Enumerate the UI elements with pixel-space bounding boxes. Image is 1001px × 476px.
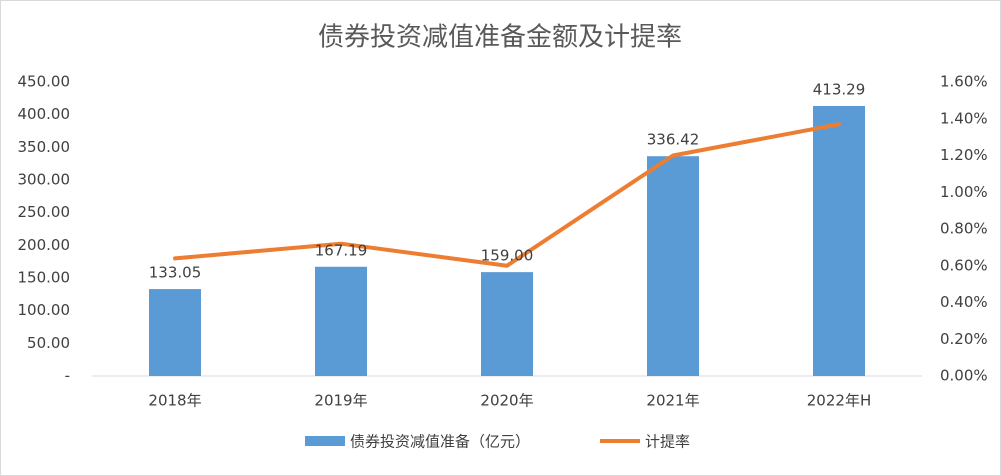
data-label: 413.29 bbox=[813, 80, 866, 98]
y-tick-label: 250.00 bbox=[18, 203, 71, 221]
y-tick-label: 200.00 bbox=[18, 236, 71, 254]
y-tick-label: 350.00 bbox=[18, 138, 71, 156]
chart-title: 债券投资减值准备金额及计提率 bbox=[318, 23, 682, 53]
y-tick-label: 150.00 bbox=[18, 269, 71, 287]
y2-tick-label: 0.60% bbox=[940, 256, 988, 274]
x-tick-label: 2021年 bbox=[646, 392, 699, 410]
data-label: 133.05 bbox=[149, 264, 202, 282]
y-tick-label: 100.00 bbox=[18, 301, 71, 319]
y2-tick-label: 1.40% bbox=[940, 109, 988, 127]
y2-tick-label: 0.20% bbox=[940, 330, 988, 348]
y2-tick-label: 1.00% bbox=[940, 183, 988, 201]
y2-tick-label: 1.60% bbox=[940, 73, 988, 91]
bar bbox=[813, 105, 865, 377]
legend-label: 计提率 bbox=[645, 433, 690, 451]
data-label: 159.00 bbox=[481, 247, 534, 265]
y-tick-label: 400.00 bbox=[18, 105, 71, 123]
y-tick-label: 450.00 bbox=[18, 73, 71, 91]
bar bbox=[647, 156, 699, 376]
y2-tick-label: 0.80% bbox=[940, 220, 988, 238]
bar bbox=[481, 272, 533, 376]
bar bbox=[149, 289, 201, 376]
y-tick-label: 50.00 bbox=[27, 334, 70, 352]
legend-label: 债券投资减值准备（亿元） bbox=[350, 433, 530, 451]
bar bbox=[315, 266, 367, 376]
x-tick-label: 2022年H bbox=[807, 392, 871, 410]
line bbox=[173, 122, 841, 268]
x-tick-label: 2020年 bbox=[480, 392, 533, 410]
y2-tick-label: 0.00% bbox=[940, 367, 988, 385]
y-tick-label: - bbox=[65, 367, 70, 385]
legend-swatch bbox=[305, 436, 345, 446]
data-label: 167.19 bbox=[315, 241, 368, 259]
data-label: 336.42 bbox=[647, 131, 700, 149]
y2-tick-label: 0.40% bbox=[940, 293, 988, 311]
y-tick-label: 300.00 bbox=[18, 171, 71, 189]
x-tick-label: 2018年 bbox=[148, 392, 201, 410]
x-tick-label: 2019年 bbox=[314, 392, 367, 410]
y2-tick-label: 1.20% bbox=[940, 146, 988, 164]
